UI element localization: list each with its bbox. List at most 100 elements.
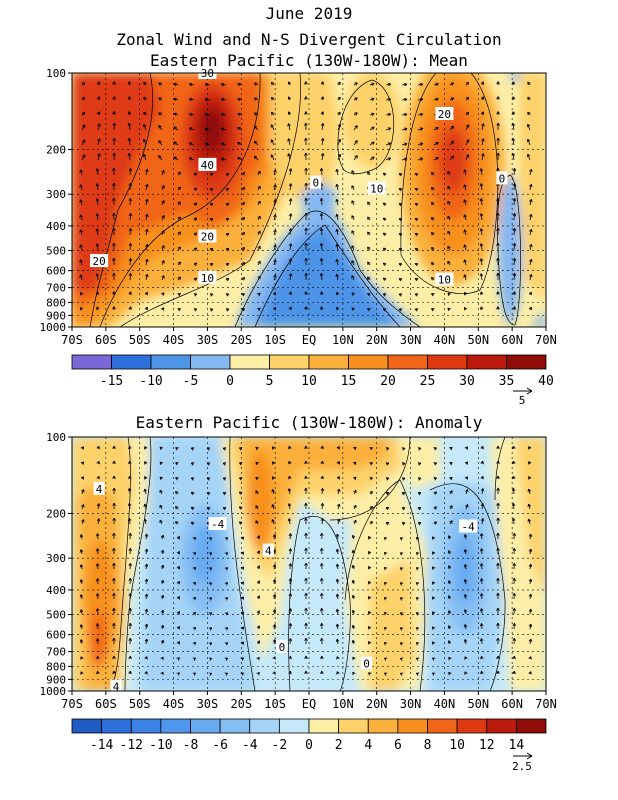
wind-vector-head (463, 594, 468, 598)
panel1-x-axis: 70S 60S 50S 40S 30S 20S 10S EQ 10N 20N 30N 40N 50N 60… (61, 327, 557, 347)
wind-vector-head (382, 277, 387, 281)
wind-vector (321, 488, 324, 495)
wind-vector-head (337, 488, 341, 493)
wind-vector-head (464, 461, 469, 465)
wind-vector-head (404, 112, 408, 117)
wind-vector (96, 213, 99, 221)
wind-vector (336, 259, 339, 266)
wind-vector-head (479, 198, 484, 202)
wind-vector-head (79, 244, 83, 248)
wind-vector-head (450, 155, 455, 160)
wind-vector-head (351, 624, 356, 629)
wind-vector-head (112, 122, 116, 126)
wind-vector-head (529, 243, 533, 248)
wind-vector-head (353, 489, 357, 494)
wind-vector-head (526, 123, 531, 128)
wind-vector-head (496, 152, 500, 156)
wind-vector-head (177, 231, 181, 235)
wind-vector-head (127, 502, 132, 507)
wind-vector (145, 578, 148, 585)
wind-vector (97, 608, 99, 615)
wind-vector-head (371, 126, 375, 130)
wind-vector-head (128, 228, 133, 232)
wind-vector-head (209, 248, 214, 252)
wind-vector-head (224, 552, 229, 556)
wind-vector-head (128, 655, 132, 660)
wind-vector-head (447, 170, 451, 175)
wind-vector-head (402, 477, 406, 481)
wind-vector (480, 168, 483, 176)
colorbar-label: 10 (449, 738, 465, 753)
wind-vector-head (173, 141, 177, 145)
wind-vector-head (496, 562, 500, 566)
wind-vector-head (220, 127, 225, 131)
wind-vector-head (79, 229, 83, 233)
wind-vector (320, 243, 323, 251)
wind-vector-head (270, 154, 274, 158)
wind-vector (337, 503, 340, 510)
wind-vector-head (273, 244, 277, 248)
wind-vector-head (369, 447, 373, 451)
wind-vector (465, 154, 470, 161)
wind-vector-head (512, 306, 516, 310)
wind-vector-head (463, 169, 467, 173)
wind-vector-head (371, 156, 375, 160)
wind-vector-head (415, 582, 420, 586)
wind-vector (253, 140, 259, 146)
wind-vector-head (95, 533, 100, 537)
wind-vector-head (528, 623, 533, 628)
wind-vector-head (401, 507, 406, 511)
wind-vector-head (81, 519, 85, 523)
wind-vector-head (337, 96, 341, 101)
wind-vector (288, 488, 291, 495)
wind-vector-head (447, 625, 452, 629)
x-tick-label: 10N (332, 333, 354, 347)
wind-vector-head (351, 639, 356, 644)
wind-vector-head (288, 228, 293, 232)
wind-vector-head (288, 548, 293, 552)
wind-vector-head (288, 608, 293, 612)
wind-vector (417, 127, 424, 131)
wind-vector-head (480, 306, 484, 310)
wind-vector-head (304, 197, 308, 201)
wind-vector-head (208, 537, 213, 541)
wind-vector-head (255, 446, 259, 451)
wind-vector-head (271, 489, 275, 493)
colorbar-label: 0 (305, 738, 313, 753)
contour-line (288, 515, 351, 691)
wind-vector-head (79, 564, 84, 568)
contour-line (124, 437, 152, 691)
wind-vector (145, 259, 148, 266)
wind-vector-head (97, 138, 101, 142)
wind-vector (529, 533, 532, 540)
wind-vector-head (255, 476, 259, 481)
x-tick-label: 10N (332, 697, 354, 711)
colorbar-label: 5 (266, 374, 274, 389)
wind-vector-head (463, 291, 468, 296)
wind-vector-head (320, 655, 324, 660)
wind-vector-head (336, 446, 340, 450)
wind-vector (513, 198, 516, 206)
wind-vector-head (145, 168, 149, 173)
wind-vector (529, 244, 532, 251)
wind-vector (79, 169, 83, 176)
wind-vector-head (432, 641, 436, 645)
wind-vector-head (385, 462, 390, 466)
wind-vector-head (128, 637, 132, 642)
wind-vector-head (304, 517, 308, 521)
wind-vector-head (351, 185, 355, 189)
x-tick-label: 50S (129, 697, 151, 711)
wind-vector-head (225, 308, 230, 312)
wind-vector-head (383, 641, 388, 646)
wind-vector-head (449, 446, 453, 451)
wind-vector-head (414, 308, 419, 312)
wind-vector-head (257, 200, 261, 205)
wind-vector-head (143, 488, 148, 492)
wind-vector-head (463, 199, 467, 203)
wind-vector-head (448, 656, 452, 661)
wind-vector (145, 623, 148, 630)
wind-vector (513, 213, 516, 221)
wind-vector-head (304, 152, 308, 156)
